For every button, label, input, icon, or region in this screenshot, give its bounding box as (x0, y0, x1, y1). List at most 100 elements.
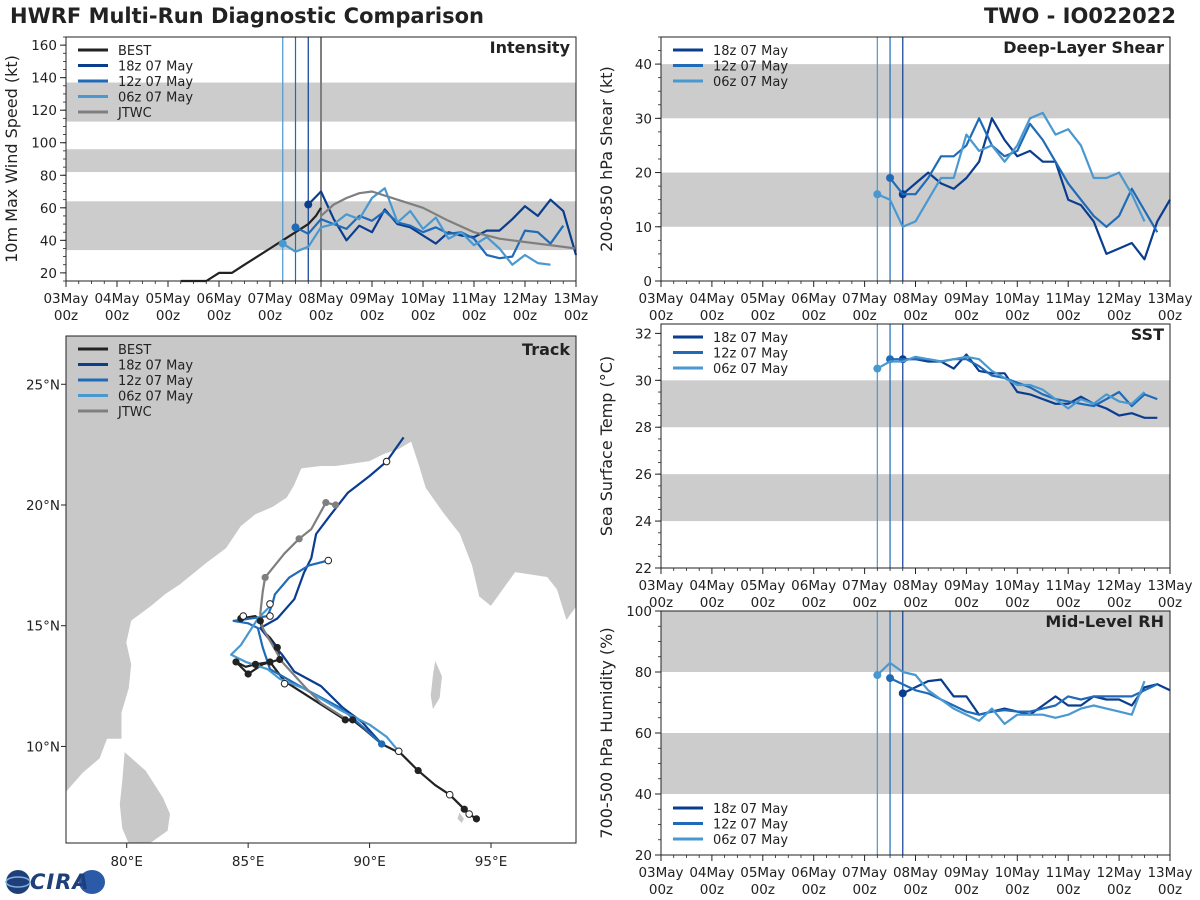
x-tick-label-hour: 00z (802, 595, 826, 611)
legend-label: 18z 07 May (713, 331, 788, 346)
y-tick-label: 20 (635, 848, 652, 864)
x-tick-label-hour: 00z (700, 308, 724, 324)
track-point-hollow (266, 612, 274, 620)
y-tick-label: 100 (626, 604, 652, 620)
y-tick-label: 60 (40, 201, 57, 217)
legend-label: 12z 07 May (118, 75, 193, 90)
x-tick-label-date: 12May (1097, 865, 1142, 881)
track-point (276, 655, 284, 664)
band (661, 64, 1170, 119)
y-tick-label: 25°N (26, 377, 60, 393)
logo-orbit-icon (5, 876, 31, 888)
x-tick-label-hour: 00z (105, 308, 129, 324)
track-point (261, 573, 269, 582)
band (661, 474, 1170, 522)
x-tick-label-date: 09May (944, 865, 989, 881)
cira-logo (5, 870, 105, 894)
x-tick-label-hour: 00z (852, 308, 876, 324)
x-tick-label-date: 03May (638, 578, 683, 594)
track-point-hollow (445, 790, 454, 799)
panel-label: Intensity (490, 38, 571, 57)
x-tick-label-hour: 00z (903, 882, 927, 898)
legend-label: 12z 07 May (118, 374, 193, 389)
x-tick-label-hour: 00z (1005, 595, 1029, 611)
track-point-hollow (280, 679, 289, 688)
y-tick-label: 80 (635, 665, 652, 681)
x-tick-label-hour: 00z (1107, 595, 1131, 611)
init-marker (873, 671, 882, 680)
y-tick-label: 20°N (26, 498, 60, 514)
x-tick-label-date: 11May (1046, 578, 1091, 594)
series-line-12z-07-May (889, 677, 1158, 716)
x-tick-label-hour: 00z (1107, 882, 1131, 898)
x-tick-label-hour: 00z (1158, 595, 1182, 611)
y-tick-label: 24 (635, 514, 652, 530)
panel-label: Deep-Layer Shear (1003, 38, 1164, 57)
x-tick-label-date: 12May (1097, 578, 1142, 594)
x-tick-label-hour: 00z (649, 308, 673, 324)
track-point (414, 766, 422, 775)
x-tick-label-date: 06May (791, 291, 836, 307)
y-axis-label: 10m Max Wind Speed (kt) (2, 55, 21, 263)
x-tick-label-hour: 00z (954, 595, 978, 611)
y-tick-label: 160 (31, 38, 57, 54)
series-line-06z-07-May (876, 661, 1146, 726)
x-tick-label-date: 10May (995, 291, 1040, 307)
x-tick-label-date: 13May (1147, 578, 1192, 594)
y-axis-label: 700-500 hPa Humidity (%) (597, 627, 616, 838)
series-line-18z-07-May (902, 353, 1158, 419)
x-tick-label-date: 07May (842, 291, 887, 307)
x-tick-label-hour: 00z (564, 308, 588, 324)
x-tick-label-date: 12May (502, 291, 547, 307)
x-tick-label-hour: 00z (751, 595, 775, 611)
band (661, 733, 1170, 794)
y-axis-label: 200-850 hPa Shear (kt) (597, 66, 616, 252)
track-point-hollow (239, 612, 248, 620)
x-tick-label-date: 07May (842, 865, 887, 881)
y-tick-label: 30 (635, 111, 652, 127)
x-tick-label-date: 13May (1147, 291, 1192, 307)
x-tick-label: 80°E (110, 854, 142, 870)
x-tick-label-hour: 00z (156, 308, 180, 324)
map-area (66, 336, 576, 843)
series-line-06z-07-May (282, 187, 551, 266)
legend-label: 18z 07 May (713, 44, 788, 59)
track-point-hollow (465, 810, 473, 818)
x-tick-label-hour: 00z (1158, 308, 1182, 324)
x-tick-label-hour: 00z (1056, 308, 1080, 324)
legend-label: 18z 07 May (713, 802, 788, 817)
logo-emblem-icon (79, 870, 105, 894)
y-tick-label: 80 (40, 168, 57, 184)
track-line-18z-07-May (259, 436, 405, 745)
x-tick-label-date: 08May (298, 291, 343, 307)
panel-label: SST (1131, 325, 1164, 344)
init-marker (873, 190, 882, 199)
legend-label: JTWC (117, 405, 152, 420)
x-tick-label-hour: 00z (903, 595, 927, 611)
track-point (232, 658, 240, 666)
track-point (460, 805, 468, 813)
legend-label: 12z 07 May (713, 347, 788, 362)
y-tick-label: 140 (31, 71, 57, 87)
track-point (244, 670, 252, 678)
legend-label: 06z 07 May (713, 833, 788, 848)
x-tick-label-hour: 00z (258, 308, 282, 324)
legend-label: 06z 07 May (713, 75, 788, 90)
x-tick-label-hour: 00z (802, 308, 826, 324)
panel-rh: 2040608010003May00z04May00z05May00z06May… (597, 604, 1193, 898)
band (661, 611, 1170, 672)
x-tick-label-date: 06May (196, 291, 241, 307)
x-tick-label-hour: 00z (751, 882, 775, 898)
y-tick-label: 30 (635, 373, 652, 389)
legend-label: BEST (118, 44, 151, 59)
x-tick-label-hour: 00z (1056, 595, 1080, 611)
x-tick-label-date: 08May (893, 865, 938, 881)
panel-intensity: 2040608010012014016003May00z04May00z05Ma… (2, 36, 599, 324)
y-tick-label: 40 (635, 57, 652, 73)
x-tick-label-hour: 00z (802, 882, 826, 898)
land-andaman-islands (429, 658, 443, 712)
x-tick-label-hour: 00z (751, 308, 775, 324)
legend-label: 06z 07 May (713, 362, 788, 377)
x-tick-label-date: 04May (689, 865, 734, 881)
y-tick-label: 100 (31, 136, 57, 152)
